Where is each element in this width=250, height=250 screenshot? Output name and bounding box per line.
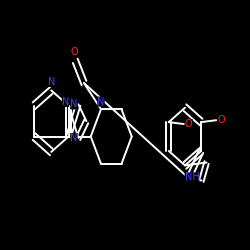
Text: O: O [71,47,78,57]
Text: NH: NH [184,172,199,182]
Text: O: O [185,119,192,129]
Text: N: N [62,97,69,107]
Text: O: O [218,115,225,125]
Text: N: N [97,96,105,106]
Text: N: N [70,99,78,109]
Text: N: N [70,133,78,143]
Text: N: N [48,77,55,87]
